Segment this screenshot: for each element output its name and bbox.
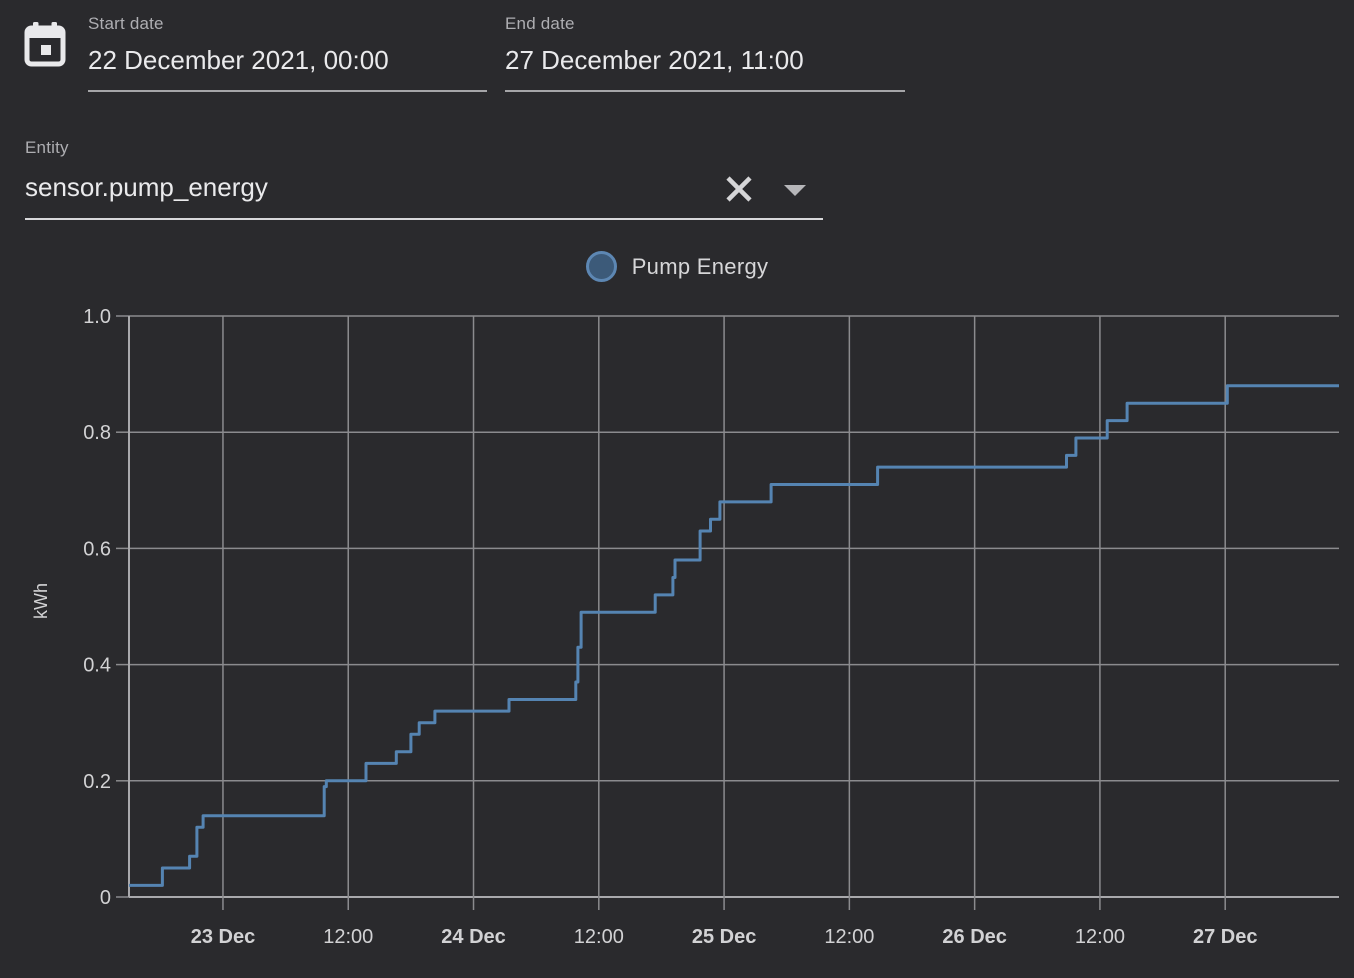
legend-series-label: Pump Energy <box>631 253 769 279</box>
y-tick-label: 0.2 <box>83 771 111 793</box>
x-tick-label: 12:00 <box>323 926 373 948</box>
y-tick-label: 0.8 <box>83 422 111 444</box>
x-tick-label: 12:00 <box>1075 926 1125 948</box>
end-date-value[interactable]: 27 December 2021, 11:00 <box>505 45 804 75</box>
legend-marker-icon <box>585 251 617 282</box>
pump-energy-series <box>129 384 1339 887</box>
dropdown-caret-icon[interactable] <box>784 185 806 196</box>
start-date-value[interactable]: 22 December 2021, 00:00 <box>88 45 389 75</box>
start-date-label: Start date <box>88 14 164 33</box>
clear-entity-icon[interactable] <box>723 173 755 205</box>
x-tick-label: 12:00 <box>824 926 874 948</box>
y-axis-title: kWh <box>31 583 51 619</box>
x-tick-label: 27 Dec <box>1193 926 1258 948</box>
end-date-field[interactable]: End date 27 December 2021, 11:00 <box>505 13 905 92</box>
start-date-field[interactable]: Start date 22 December 2021, 00:00 <box>88 13 487 92</box>
entity-input[interactable]: sensor.pump_energy <box>25 172 268 202</box>
y-tick-label: 0.4 <box>83 655 111 677</box>
end-date-label: End date <box>505 14 575 33</box>
x-tick-label: 23 Dec <box>191 926 256 948</box>
x-tick-label: 24 Dec <box>441 926 506 948</box>
y-tick-label: 0.6 <box>83 538 111 560</box>
entity-field[interactable]: Entity sensor.pump_energy <box>25 137 823 220</box>
x-tick-label: 12:00 <box>574 926 624 948</box>
chart-legend[interactable]: Pump Energy <box>0 251 1354 282</box>
entity-label: Entity <box>25 138 69 157</box>
x-tick-label: 25 Dec <box>692 926 757 948</box>
calendar-icon[interactable] <box>24 22 66 68</box>
y-tick-label: 0 <box>100 887 111 909</box>
y-tick-label: 1.0 <box>83 306 111 328</box>
x-tick-label: 26 Dec <box>942 926 1007 948</box>
